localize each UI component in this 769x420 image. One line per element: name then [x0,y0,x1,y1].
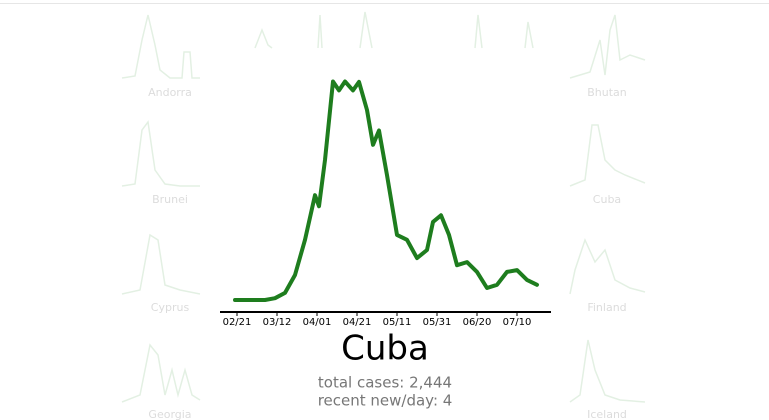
chart-title: Cuba [341,329,429,369]
background-labels: Andorra Bhutan Brunei Cuba Cyprus Finland Geor… [148,86,627,420]
background-thumbnails [121,11,646,403]
thumb-line [569,124,646,187]
thumb-label: Iceland [587,408,627,420]
thumb-label: Cuba [593,193,621,206]
thumb-line [121,233,201,295]
x-tick-label: 07/10 [503,317,532,328]
thumb-label: Andorra [148,86,192,99]
x-tick-label: 05/11 [383,317,412,328]
x-tick-label: 04/21 [343,317,372,328]
thumb-line [569,339,646,403]
thumb-line [569,14,646,79]
thumb-label: Brunei [152,193,188,206]
x-tick-label: 03/12 [263,317,292,328]
thumb-label: Bhutan [587,86,627,99]
x-tick-label: 05/31 [423,317,452,328]
stat-line: recent new/day: 4 [318,392,453,410]
x-tick-label: 06/20 [463,317,492,328]
thumb-label: Georgia [148,408,191,420]
data-line [233,79,539,302]
x-tick-label: 04/01 [303,317,332,328]
thumb-line [254,11,534,49]
stat-line: total cases: 2,444 [318,374,452,392]
x-tick-label: 02/21 [223,317,252,328]
thumb-label: Cyprus [151,301,190,314]
thumb-line [121,120,200,187]
thumb-line [121,343,201,403]
thumb-line [569,237,646,295]
thumb-label: Finland [587,301,626,314]
thumb-line [121,14,200,79]
